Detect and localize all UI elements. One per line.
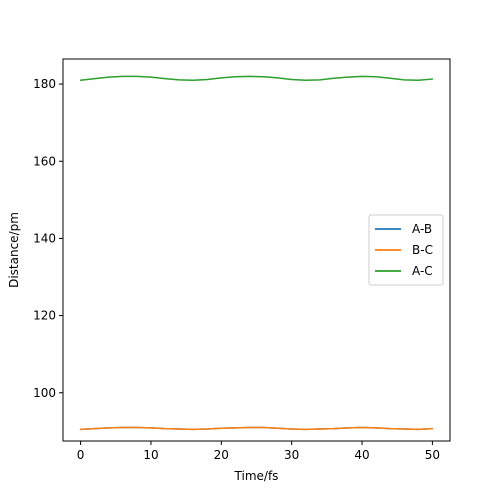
x-axis-label: Time/fs	[234, 469, 279, 483]
plot-frame	[62, 58, 451, 442]
legend: A-B B-C A-C	[368, 214, 444, 286]
x-tick-label: 50	[425, 448, 440, 462]
legend-label-a-b: A-B	[412, 222, 432, 236]
y-axis: 100 120 140 160 180	[33, 77, 63, 400]
x-axis: 0 10 20 30 40 50	[77, 441, 440, 462]
y-tick-label: 100	[33, 386, 56, 400]
y-axis-label: Distance/pm	[7, 212, 21, 288]
series-layer	[79, 75, 434, 431]
y-tick-label: 180	[33, 77, 56, 91]
legend-label-a-c: A-C	[412, 264, 433, 278]
x-tick-label: 30	[284, 448, 299, 462]
series-line-a-c	[79, 75, 434, 81]
legend-label-b-c: B-C	[412, 243, 433, 257]
x-tick-label: 40	[354, 448, 369, 462]
legend-box	[368, 214, 444, 286]
y-tick-label: 120	[33, 309, 56, 323]
y-tick-label: 160	[33, 154, 56, 168]
series-line-b-c	[79, 426, 434, 431]
x-tick-label: 10	[143, 448, 158, 462]
y-tick-label: 140	[33, 231, 56, 245]
x-tick-label: 20	[214, 448, 229, 462]
x-tick-label: 0	[77, 448, 85, 462]
